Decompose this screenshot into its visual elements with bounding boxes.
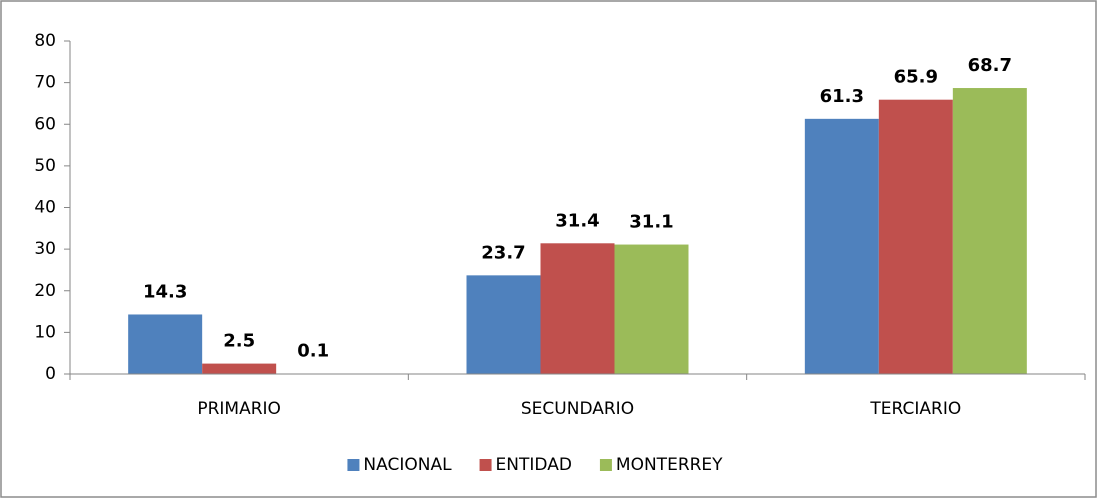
y-tick-label: 20 (34, 281, 56, 301)
x-tick-label: PRIMARIO (197, 399, 281, 419)
legend-label: ENTIDAD (496, 455, 572, 475)
bar (804, 118, 879, 375)
value-label: 31.4 (555, 210, 599, 231)
y-tick-label: 60 (34, 114, 56, 134)
legend-swatch (347, 459, 360, 471)
y-tick-label: 70 (34, 73, 56, 93)
y-tick-label: 10 (34, 322, 56, 342)
y-tick-label: 30 (34, 239, 56, 259)
y-tick-label: 50 (34, 156, 56, 176)
legend-label: MONTERREY (616, 455, 723, 475)
value-label: 65.9 (894, 67, 938, 88)
value-label: 14.3 (143, 281, 187, 302)
y-tick-label: 80 (34, 31, 56, 51)
legend-swatch (599, 459, 612, 471)
value-label: 68.7 (968, 55, 1012, 76)
bar (878, 99, 953, 374)
y-tick-label: 0 (45, 364, 56, 384)
legend-label: NACIONAL (363, 455, 452, 475)
bar (202, 363, 277, 374)
bar (466, 275, 541, 374)
value-label: 61.3 (820, 86, 864, 107)
bar (614, 244, 689, 374)
value-label: 23.7 (481, 242, 525, 263)
x-tick-label: TERCIARIO (869, 399, 961, 419)
value-label: 2.5 (223, 331, 255, 352)
bar (540, 243, 615, 374)
x-tick-label: SECUNDARIO (521, 399, 634, 419)
value-label: 0.1 (297, 341, 329, 362)
value-label: 31.1 (629, 212, 673, 233)
legend-swatch (479, 459, 492, 471)
bar (128, 314, 203, 374)
bar (952, 88, 1027, 374)
y-tick-label: 40 (34, 198, 56, 218)
